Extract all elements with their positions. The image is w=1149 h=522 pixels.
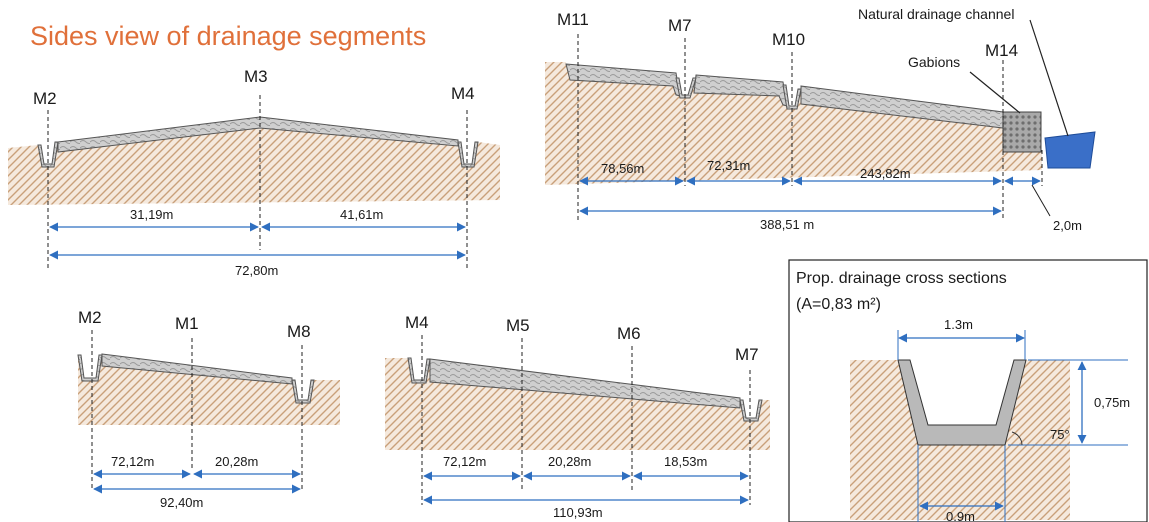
cross-section-title: Prop. drainage cross sections	[796, 270, 1007, 287]
cross-section-area: (A=0,83 m²)	[796, 296, 881, 313]
panel-2-channel-pointer	[1029, 19, 1069, 137]
cross-section-angle: 75°	[1050, 427, 1070, 442]
panel-2-soil	[545, 62, 1042, 185]
panel-4-total: 110,93m	[553, 505, 603, 520]
panel-3-profile: M2 M1 M8 72,12m 20,28m 92,40m	[77, 308, 340, 510]
panel-1-marker-m3: M3	[244, 67, 268, 86]
panel-2-gap: 2,0m	[1053, 218, 1082, 233]
panel-2-ditch-2	[782, 84, 802, 110]
panel-3-ditch-right	[291, 379, 315, 404]
panel-1-dim-2: 41,61m	[340, 207, 383, 222]
panel-2-marker-m7: M7	[668, 16, 692, 35]
panel-2-gabions-label: Gabions	[908, 54, 960, 70]
panel-3-soil	[78, 355, 340, 425]
cross-section-bottom-width: 0.9m	[946, 509, 975, 522]
cross-section-depth: 0,75m	[1094, 395, 1130, 410]
panel-4-marker-m7: M7	[735, 345, 759, 364]
page-title: Sides view of drainage segments	[30, 21, 426, 51]
panel-4-profile: M4 M5 M6 M7 72,12m 20,28m 18,53m 110,93m	[385, 313, 770, 520]
panel-2-dim-1: 78,56m	[601, 161, 644, 176]
panel-3-dim-2: 20,28m	[215, 454, 258, 469]
panel-4-dim-1: 72,12m	[443, 454, 486, 469]
panel-2-pavement-1	[565, 63, 681, 97]
panel-1-marker-m2: M2	[33, 89, 57, 108]
panel-2-ditch-1	[675, 77, 697, 99]
panel-1-marker-m4: M4	[451, 84, 475, 103]
panel-2-marker-m10: M10	[772, 30, 805, 49]
cross-section-panel: Prop. drainage cross sections (A=0,83 m²…	[788, 259, 1148, 522]
panel-3-dim-1: 72,12m	[111, 454, 154, 469]
panel-3-pavement	[101, 353, 293, 385]
panel-1-profile: M2 M3 M4 31,19m 41,61m 72,80m	[8, 67, 500, 278]
panel-1-ditch-left	[37, 141, 59, 168]
panel-4-marker-m5: M5	[506, 316, 530, 335]
panel-2-dim-2: 72,31m	[707, 158, 750, 173]
panel-3-total: 92,40m	[160, 495, 203, 510]
panel-2-marker-m14: M14	[985, 41, 1018, 60]
panel-4-dim-2: 20,28m	[548, 454, 591, 469]
panel-4-dim-3: 18,53m	[664, 454, 707, 469]
panel-1-ditch-right	[457, 141, 479, 168]
panel-2-pavement-2	[693, 74, 788, 107]
panel-2-dim-3: 243,82m	[860, 166, 911, 181]
cross-section-angle-arc	[1011, 431, 1023, 446]
panel-3-marker-m8: M8	[287, 322, 311, 341]
panel-4-ditch-left	[407, 357, 431, 384]
panel-2-profile: M11 M7 M10 M14 Gabions Natural drainage …	[545, 6, 1096, 233]
panel-2-total: 388,51 m	[760, 217, 814, 232]
panel-2-marker-m11: M11	[557, 10, 589, 29]
panel-4-pavement	[429, 358, 741, 409]
panel-2-gabions-block	[1002, 111, 1042, 153]
panel-2-gap-pointer	[1031, 184, 1051, 217]
panel-2-natural-channel	[1044, 131, 1096, 169]
panel-4-marker-m4: M4	[405, 313, 429, 332]
panel-4-ditch-right	[739, 399, 763, 422]
cross-section-channel-lining	[897, 359, 1027, 446]
panel-1-soil	[8, 120, 500, 205]
panel-1-total: 72,80m	[235, 263, 278, 278]
panel-4-marker-m6: M6	[617, 324, 641, 343]
cross-section-top-width: 1.3m	[944, 317, 973, 332]
panel-3-ditch-left	[77, 354, 103, 382]
panel-2-channel-label: Natural drainage channel	[858, 6, 1014, 22]
panel-3-marker-m2: M2	[78, 308, 102, 327]
panel-3-marker-m1: M1	[175, 314, 199, 333]
panel-2-gabions-pointer	[969, 71, 1021, 114]
panel-1-dim-1: 31,19m	[130, 207, 173, 222]
